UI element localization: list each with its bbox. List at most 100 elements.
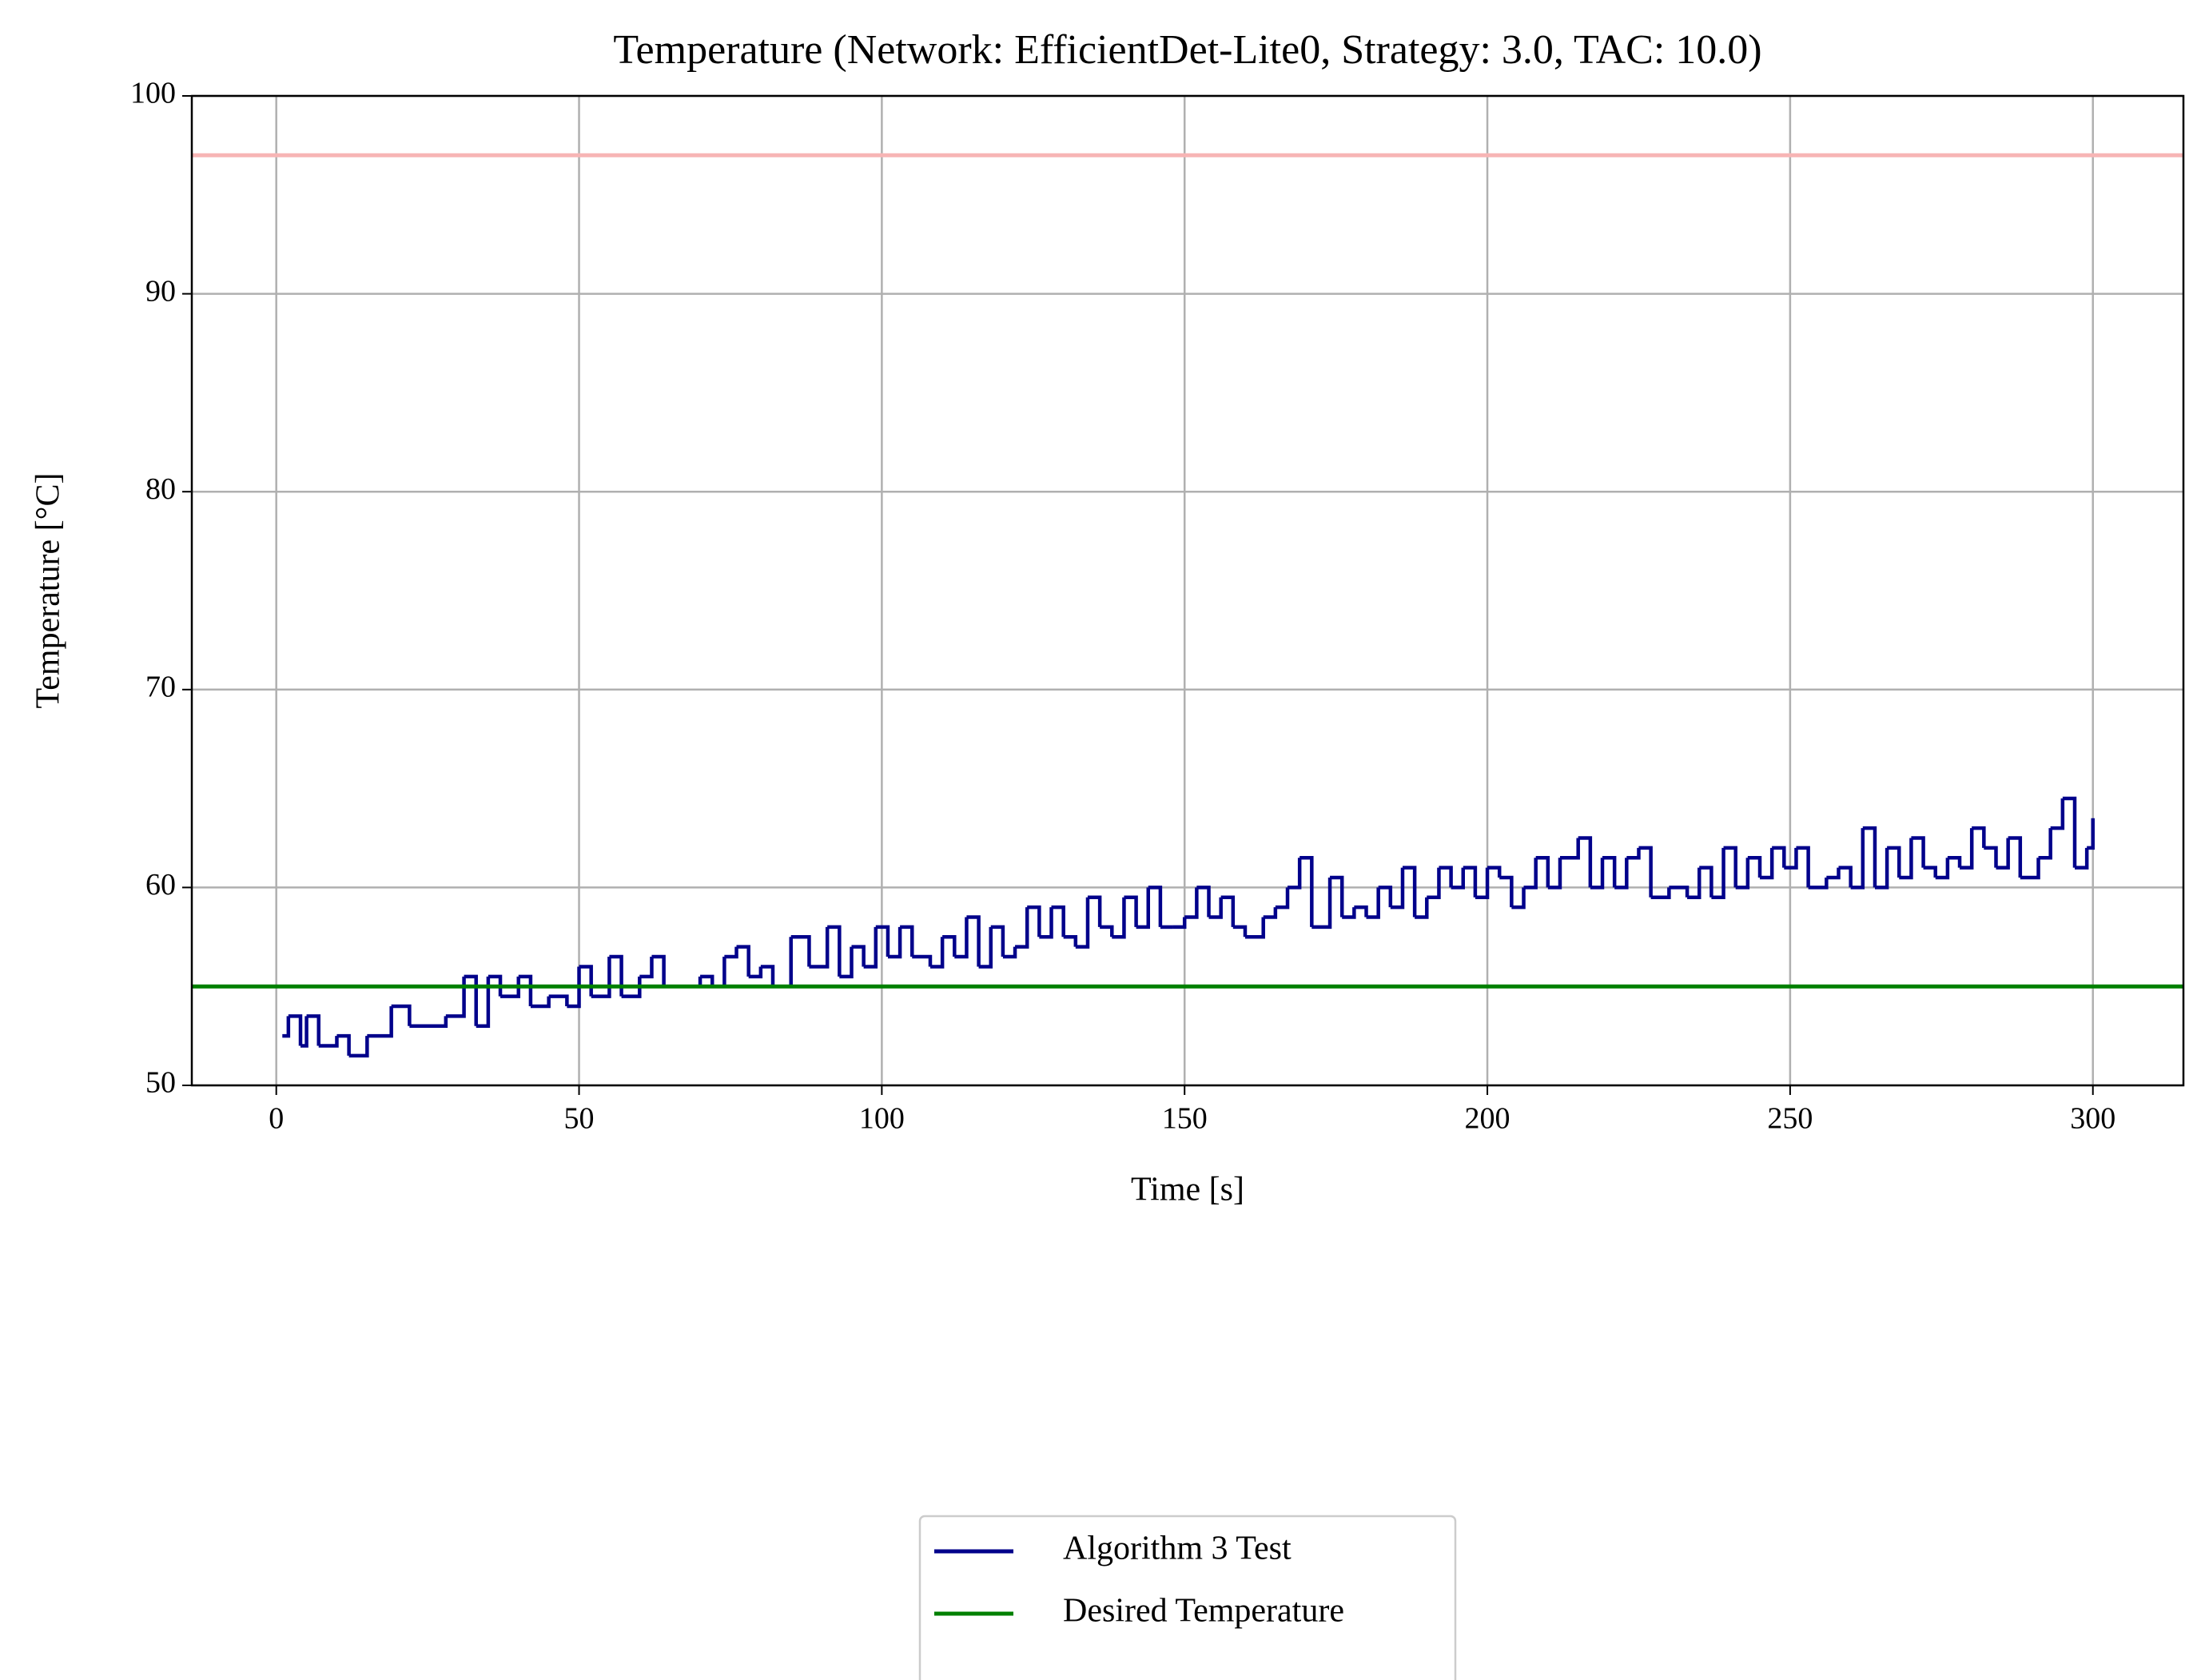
step-segment (912, 954, 933, 967)
x-tick-label: 250 (1767, 1102, 1813, 1136)
legend-label: Algorithm 3 Test (1063, 1531, 1292, 1567)
step-segment (1602, 856, 1617, 888)
step-segment (2062, 796, 2077, 868)
legend-box (918, 1515, 1457, 1680)
y-tick-label: 50 (145, 1066, 176, 1100)
step-segment (500, 976, 521, 998)
step-segment (1330, 875, 1344, 918)
step-segment (1148, 886, 1163, 927)
step-segment (409, 1016, 448, 1028)
step-segment (1838, 866, 1853, 888)
step-segment (1487, 866, 1502, 878)
step-segment (548, 994, 569, 1006)
step-segment (1087, 895, 1102, 927)
step-segment (621, 976, 642, 998)
step-segment (1947, 856, 1962, 868)
step-segment (1499, 875, 1514, 908)
y-tick-label: 100 (130, 77, 176, 110)
y-axis-label: Temperature [°C] (30, 473, 67, 709)
step-segment (609, 954, 623, 997)
step-segment (900, 925, 914, 957)
step-segment (1112, 897, 1126, 939)
step-segment (1760, 847, 1774, 880)
step-segment (282, 1016, 291, 1038)
step-segment (760, 965, 775, 987)
step-segment (1451, 867, 1465, 890)
step-segment (1960, 828, 1974, 870)
step-segment (476, 976, 491, 1028)
plot-frame (190, 94, 2185, 1087)
step-segment (1899, 838, 1913, 880)
step-segment (929, 937, 945, 969)
step-segment (1614, 858, 1629, 890)
step-segment (1862, 826, 1877, 888)
step-segment (367, 1005, 393, 1038)
step-segment (1196, 886, 1211, 918)
step-segment (1439, 866, 1453, 888)
step-segment (1288, 858, 1302, 890)
step-segment (809, 926, 830, 969)
step-segment (1638, 846, 1653, 898)
step-segment (978, 926, 993, 969)
step-segment (790, 935, 811, 967)
step-segment (1826, 867, 1841, 880)
step-segment (942, 935, 957, 957)
x-tick-label: 0 (269, 1102, 284, 1136)
step-segment (712, 957, 726, 989)
step-segment (1378, 886, 1393, 908)
step-segment (1559, 838, 1580, 860)
step-segment (1463, 866, 1478, 898)
step-segment (1650, 887, 1671, 900)
step-segment (651, 954, 666, 987)
step-segment (954, 917, 969, 959)
step-segment (445, 976, 466, 1018)
step-segment (875, 925, 890, 957)
step-segment (1051, 905, 1065, 938)
step-segment (772, 937, 793, 989)
step-segment (966, 915, 981, 967)
step-segment (1300, 856, 1314, 927)
step-segment (1366, 887, 1380, 919)
y-tick-label: 60 (145, 868, 176, 902)
step-segment (1626, 847, 1641, 860)
step-segment (748, 966, 763, 979)
x-tick-label: 300 (2070, 1102, 2115, 1136)
step-segment (391, 1004, 412, 1026)
step-segment (530, 996, 551, 1009)
step-segment (488, 974, 503, 997)
step-segment (1972, 826, 1986, 848)
chart-title: Temperature (Network: EfficientDet-Lite0… (613, 27, 1761, 73)
step-segment (1699, 866, 1713, 898)
step-segment (1100, 925, 1114, 938)
x-axis-label: Time [s] (1131, 1172, 1244, 1208)
step-segment (1311, 878, 1332, 930)
step-segment (1015, 907, 1029, 949)
step-segment (1747, 856, 1762, 878)
step-segment (1039, 907, 1053, 939)
step-segment (1475, 867, 1490, 900)
step-segment (1687, 867, 1702, 900)
step-segment (1935, 858, 1950, 880)
step-segment (1244, 917, 1265, 939)
step-segment (464, 974, 478, 1026)
step-segment (1887, 846, 1901, 878)
y-tick-label: 90 (145, 274, 176, 308)
step-segment (1723, 846, 1737, 888)
step-segment (318, 1036, 339, 1048)
step-segment (639, 957, 654, 979)
step-segment (1784, 847, 1798, 870)
step-segment (1850, 828, 1865, 890)
step-segment (1578, 836, 1593, 888)
x-tick-label: 100 (859, 1102, 905, 1136)
step-segment (288, 1014, 303, 1046)
step-segment (724, 946, 738, 959)
step-segment (579, 965, 593, 997)
step-segment (567, 966, 581, 1009)
step-segment (1523, 858, 1538, 890)
step-segment (1136, 887, 1150, 930)
legend-label: Desired Temperature (1063, 1593, 1344, 1630)
step-segment (1547, 858, 1562, 890)
step-segment (1232, 925, 1248, 938)
step-segment (1874, 847, 1889, 890)
